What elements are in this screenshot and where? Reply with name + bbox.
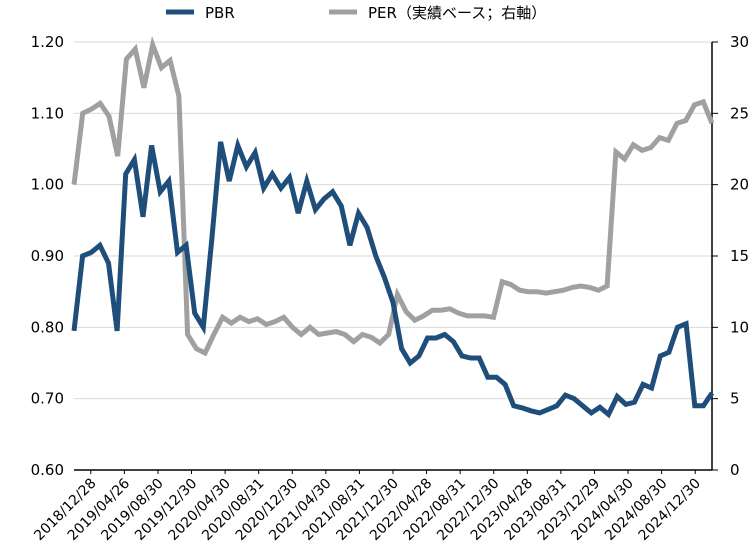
- y-left-tick-label: 1.00: [31, 176, 64, 194]
- y-right-tick-label: 30: [730, 33, 749, 51]
- y-left-tick-label: 1.10: [31, 104, 64, 122]
- pbr-series-line: [71, 137, 715, 419]
- y-right-tick-label: 5: [730, 390, 740, 408]
- y-left-tick-label: 0.70: [31, 390, 64, 408]
- y-right-tick-label: 25: [730, 104, 749, 122]
- y-left-tick-label: 0.90: [31, 247, 64, 265]
- x-axis-ticks: 2018/12/282019/04/262019/08/302019/12/30…: [31, 470, 704, 544]
- legend: PBR PER（実績ベース；右軸）: [166, 4, 546, 22]
- legend-pbr-label: PBR: [205, 4, 235, 22]
- legend-per-label: PER（実績ベース；右軸）: [368, 4, 546, 22]
- y-axis-left-ticks: 0.60 0.70 0.80 0.90 1.00 1.10 1.20: [31, 33, 64, 479]
- y-right-tick-label: 15: [730, 247, 749, 265]
- y-left-tick-label: 1.20: [31, 33, 64, 51]
- y-left-tick-label: 0.80: [31, 318, 64, 336]
- y-right-tick-label: 0: [730, 461, 740, 479]
- gridlines: [74, 41, 712, 471]
- y-left-tick-label: 0.60: [31, 461, 64, 479]
- y-axis-right-ticks: 0 5 10 15 20 25 30: [712, 33, 749, 479]
- series-lines: [71, 35, 715, 419]
- y-right-tick-label: 20: [730, 176, 749, 194]
- y-right-tick-label: 10: [730, 318, 749, 336]
